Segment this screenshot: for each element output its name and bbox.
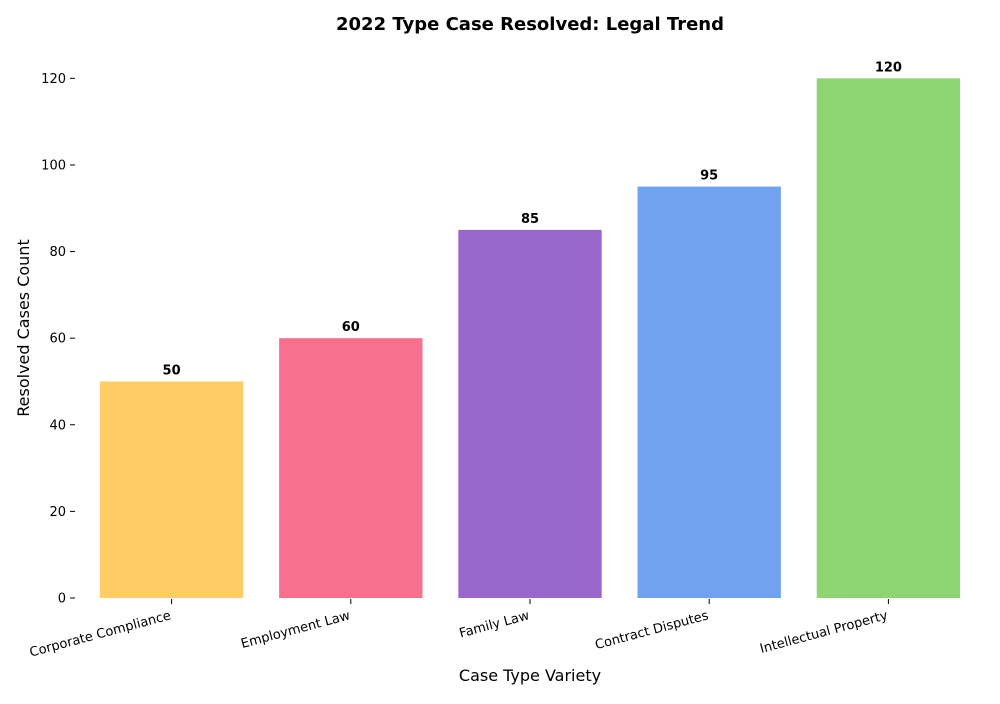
data-labels-group: 50 60 85 95 120: [163, 60, 902, 378]
bars-group: [99, 78, 961, 599]
x-axis: Corporate Compliance Employment Law Family…: [28, 599, 890, 661]
bar-value-label: 95: [700, 169, 718, 184]
y-tick-label: 80: [49, 245, 66, 260]
y-tick-label: 0: [58, 592, 66, 607]
y-tick-label: 60: [49, 332, 66, 347]
bar-value-label: 85: [521, 212, 539, 227]
bar-value-label: 60: [342, 320, 360, 335]
y-tick-label: 120: [41, 72, 66, 87]
bar: [99, 381, 244, 598]
chart-title: 2022 Type Case Resolved: Legal Trend: [336, 14, 724, 35]
bar: [816, 78, 961, 599]
x-tick-label: Corporate Compliance: [28, 608, 173, 660]
x-tick-label: Family Law: [458, 608, 532, 641]
y-axis: 0 20 40 60 80 100 120: [41, 72, 75, 607]
bar: [458, 229, 602, 598]
x-tick-label: Contract Disputes: [594, 608, 711, 653]
x-tick-label: Employment Law: [239, 608, 352, 652]
y-tick-label: 20: [49, 505, 66, 520]
bar-value-label: 50: [163, 363, 181, 378]
y-tick-label: 40: [49, 418, 66, 433]
bar: [637, 186, 781, 598]
bar: [279, 338, 423, 598]
y-axis-label: Resolved Cases Count: [14, 239, 33, 416]
x-axis-label: Case Type Variety: [459, 666, 601, 685]
bar-value-label: 120: [875, 60, 902, 75]
x-tick-label: Intellectual Property: [758, 608, 889, 657]
y-tick-label: 100: [41, 158, 66, 173]
